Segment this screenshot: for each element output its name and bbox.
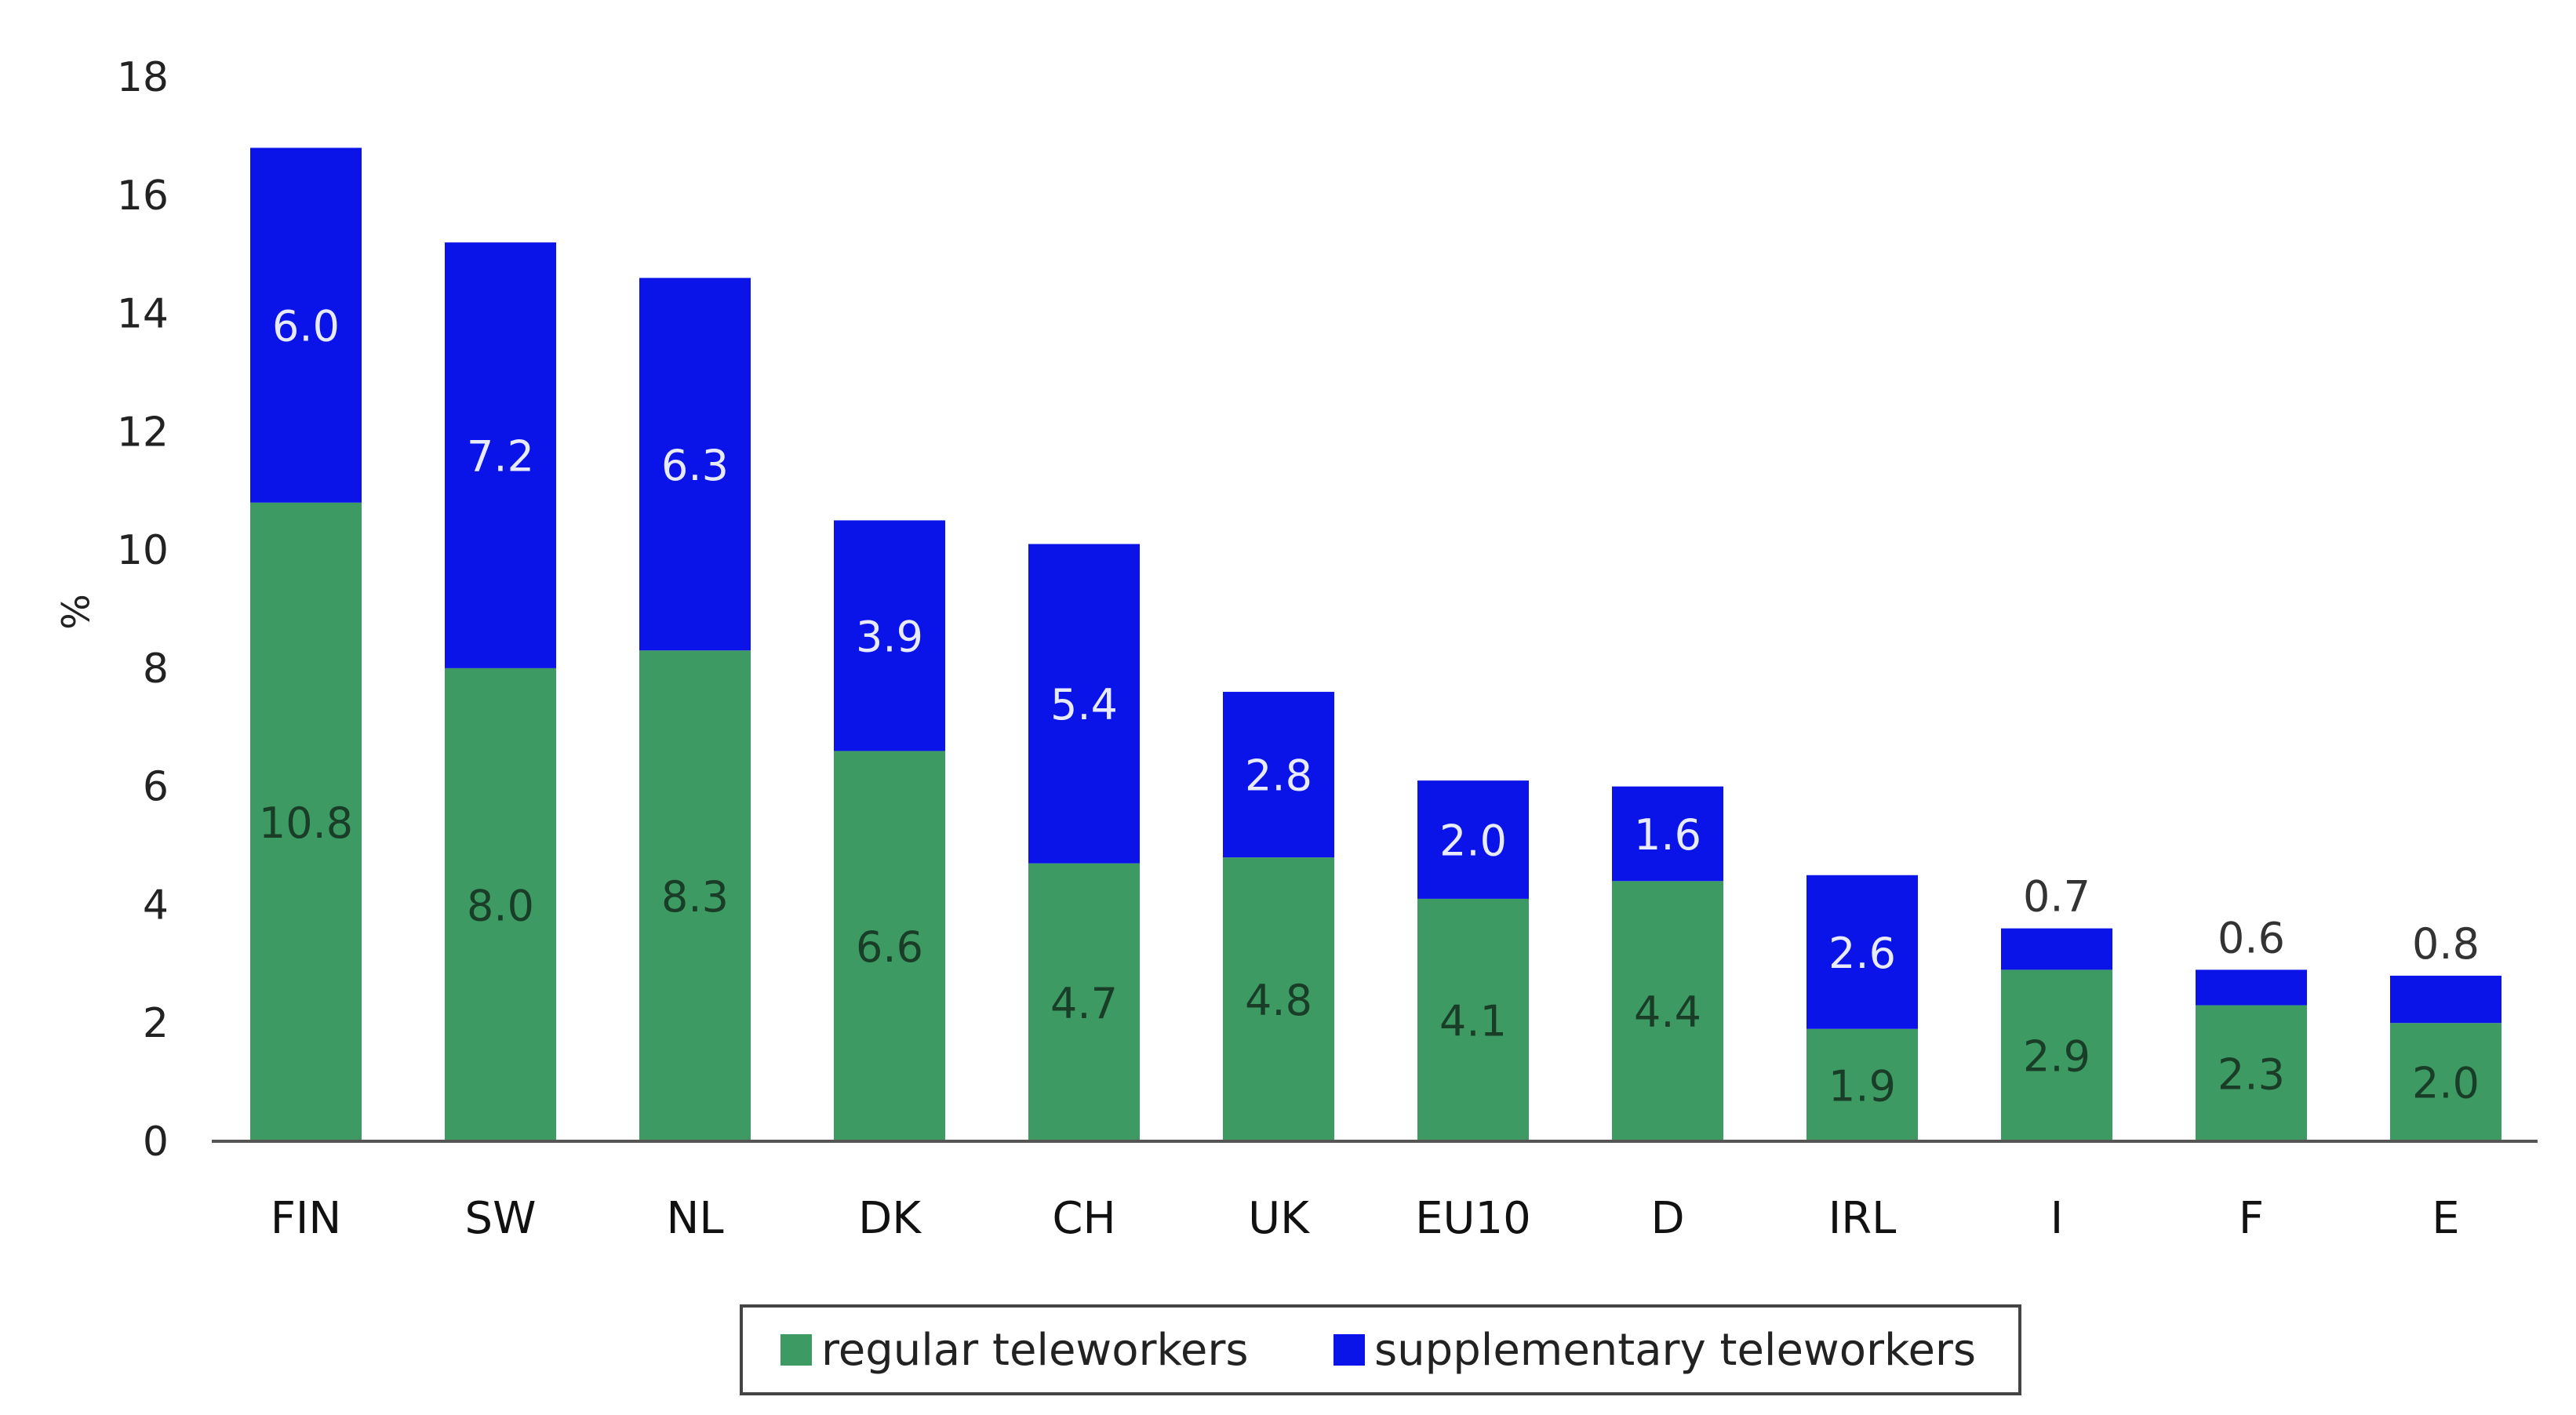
x-tick-label: F: [2239, 1193, 2264, 1244]
value-label-supplementary: 7.2: [467, 431, 534, 481]
bar-regular-teleworkers: [834, 751, 945, 1141]
y-tick-label: 4: [143, 882, 169, 929]
bar-group-fin: 10.8 6.0: [250, 147, 362, 1141]
bar-group-dk: 6.6 3.9: [834, 520, 945, 1141]
bar-group-irl: 1.9 2.6: [1806, 875, 1918, 1141]
x-tick-label: NL: [666, 1193, 723, 1244]
legend: regular teleworkers supplementary telewor…: [740, 1304, 2021, 1395]
bar-supplementary-teleworkers: [639, 278, 751, 651]
legend-swatch: [1333, 1334, 1365, 1366]
value-label-regular: 8.0: [467, 881, 534, 930]
y-axis: 0 2 4 6 8 10 12 14 16 18: [117, 54, 169, 1166]
bar-supplementary-teleworkers: [1612, 786, 1723, 882]
bar-regular-teleworkers: [1612, 881, 1723, 1141]
y-tick-label: 0: [143, 1119, 169, 1166]
value-label-supplementary: 5.4: [1050, 680, 1118, 729]
value-label-supplementary: 1.6: [1634, 810, 1701, 860]
bar-supplementary-teleworkers: [1806, 875, 1918, 1029]
y-tick-label: 16: [117, 173, 169, 220]
value-label-supplementary: 0.8: [2412, 919, 2480, 969]
x-tick-label: I: [2050, 1193, 2064, 1244]
y-tick-label: 2: [143, 1000, 169, 1047]
value-label-regular: 1.9: [1828, 1061, 1896, 1111]
bar-regular-teleworkers: [1223, 857, 1334, 1141]
value-label-regular: 10.8: [259, 798, 353, 848]
bar-supplementary-teleworkers: [1417, 780, 1529, 899]
x-tick-label: IRL: [1828, 1193, 1897, 1244]
bar-regular-teleworkers: [2390, 1023, 2501, 1141]
bar-supplementary-teleworkers: [1028, 544, 1140, 864]
value-label-supplementary: 2.0: [1439, 817, 1507, 866]
value-label-regular: 8.3: [661, 872, 729, 922]
bar-supplementary-teleworkers: [1223, 692, 1334, 858]
bar-group-d: 4.4 1.6: [1612, 786, 1723, 1141]
y-tick-label: 12: [117, 409, 169, 456]
bar-supplementary-teleworkers: [2001, 928, 2112, 970]
y-tick-label: 14: [117, 291, 169, 338]
y-tick-label: 18: [117, 54, 169, 101]
legend-swatch: [780, 1334, 812, 1366]
x-tick-label: UK: [1248, 1193, 1310, 1244]
bar-regular-teleworkers: [2001, 969, 2112, 1141]
value-label-regular: 4.7: [1050, 979, 1118, 1028]
value-label-regular: 6.6: [856, 922, 923, 972]
bar-supplementary-teleworkers: [834, 520, 945, 751]
bar-regular-teleworkers: [639, 650, 751, 1141]
value-label-supplementary: 2.8: [1245, 751, 1312, 801]
x-tick-label: CH: [1052, 1193, 1115, 1244]
bar-group-nl: 8.3 6.3: [639, 278, 751, 1141]
y-tick-label: 10: [117, 527, 169, 574]
value-label-supplementary: 6.0: [272, 302, 340, 351]
legend-label: supplementary teleworkers: [1374, 1325, 1976, 1376]
value-label-regular: 4.1: [1439, 996, 1507, 1046]
x-tick-label: E: [2432, 1193, 2459, 1244]
bar-regular-teleworkers: [1806, 1028, 1918, 1141]
bar-regular-teleworkers: [250, 502, 362, 1141]
value-label-supplementary: 3.9: [856, 612, 923, 661]
x-tick-label: SW: [465, 1193, 537, 1244]
y-tick-label: 6: [143, 764, 169, 811]
bars: 10.8 6.0 8.0 7.2 8.3 6.3 6.6 3.9 4.7 5.4 4.8 2.8 4.1…: [250, 147, 2501, 1141]
legend-box: [740, 1304, 2021, 1395]
value-label-supplementary: 2.6: [1828, 929, 1896, 978]
bar-supplementary-teleworkers: [250, 147, 362, 503]
legend-label: regular teleworkers: [821, 1325, 1249, 1376]
bar-group-uk: 4.8 2.8: [1223, 692, 1334, 1141]
x-tick-label: EU10: [1415, 1193, 1531, 1244]
bar-regular-teleworkers: [445, 667, 556, 1141]
bar-supplementary-teleworkers: [445, 242, 556, 668]
value-label-regular: 2.0: [2412, 1059, 2480, 1108]
value-label-supplementary: 6.3: [661, 441, 729, 490]
bar-regular-teleworkers: [1028, 863, 1140, 1141]
value-label-regular: 4.4: [1634, 988, 1701, 1037]
bar-regular-teleworkers: [1417, 898, 1529, 1141]
x-tick-label: D: [1650, 1193, 1684, 1244]
bar-group-sw: 8.0 7.2: [445, 242, 556, 1141]
x-tick-label: FIN: [271, 1193, 342, 1244]
value-label-regular: 2.9: [2023, 1032, 2090, 1082]
bar-group-f: 2.3 0.6: [2196, 913, 2307, 1141]
value-label-supplementary: 0.7: [2023, 872, 2090, 922]
value-label-regular: 4.8: [1245, 976, 1312, 1025]
bar-group-i: 2.9 0.7: [2001, 872, 2112, 1141]
value-label-regular: 2.3: [2218, 1049, 2285, 1099]
bar-regular-teleworkers: [2196, 1005, 2307, 1141]
x-axis: FIN SW NL DK CH UK EU10 D IRL I F E: [212, 1140, 2538, 1244]
x-tick-label: DK: [858, 1193, 922, 1244]
bar-supplementary-teleworkers: [2196, 969, 2307, 1006]
y-tick-label: 8: [143, 646, 169, 693]
value-label-supplementary: 0.6: [2218, 913, 2285, 962]
bar-group-eu10: 4.1 2.0: [1417, 780, 1529, 1141]
bar-group-ch: 4.7 5.4: [1028, 544, 1140, 1141]
y-axis-label: %: [52, 594, 96, 630]
bar-group-e: 2.0 0.8: [2390, 919, 2501, 1141]
bar-supplementary-teleworkers: [2390, 975, 2501, 1024]
